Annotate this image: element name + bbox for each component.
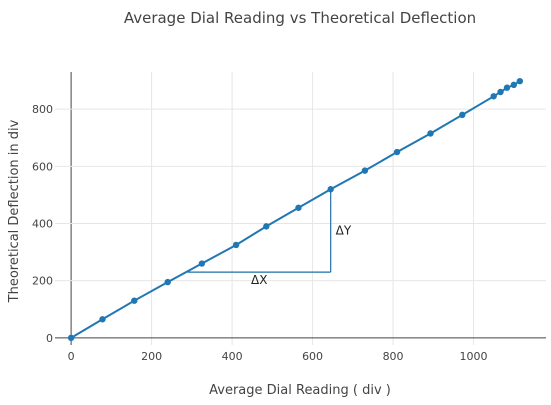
data-point xyxy=(198,260,206,267)
data-point xyxy=(503,84,511,91)
y-tick-label: 400 xyxy=(32,218,53,231)
x-tick-label: 600 xyxy=(302,350,323,363)
x-tick-label: 400 xyxy=(222,350,243,363)
y-tick-label: 600 xyxy=(32,160,53,173)
data-point xyxy=(361,167,369,174)
data-point xyxy=(295,204,302,211)
data-point xyxy=(516,77,524,85)
data-point xyxy=(67,334,75,342)
data-point xyxy=(164,278,171,286)
delta-x-label: ΔX xyxy=(251,273,267,287)
series-line xyxy=(70,80,521,339)
data-point xyxy=(131,297,138,304)
delta-y-label: ΔY xyxy=(336,224,352,238)
data-point xyxy=(393,148,401,156)
data-point xyxy=(99,316,106,323)
data-point xyxy=(510,81,518,89)
data-point xyxy=(497,88,504,96)
x-tick-label: 800 xyxy=(383,350,404,363)
data-point xyxy=(490,93,497,100)
x-tick-label: 200 xyxy=(141,350,162,363)
data-point xyxy=(263,223,270,230)
x-tick-label: 1000 xyxy=(460,350,488,363)
chart-title: Average Dial Reading vs Theoretical Defl… xyxy=(124,9,476,27)
data-point xyxy=(427,130,434,137)
y-axis-title: Theoretical Deflection in div xyxy=(7,119,22,303)
y-tick-label: 200 xyxy=(32,275,53,288)
x-axis-title: Average Dial Reading ( div ) xyxy=(209,383,391,398)
y-tick-label: 0 xyxy=(46,332,53,345)
data-point xyxy=(459,111,466,119)
y-tick-label: 800 xyxy=(32,103,53,116)
data-point xyxy=(327,186,334,193)
x-tick-label: 0 xyxy=(68,350,75,363)
data-point xyxy=(232,241,240,249)
